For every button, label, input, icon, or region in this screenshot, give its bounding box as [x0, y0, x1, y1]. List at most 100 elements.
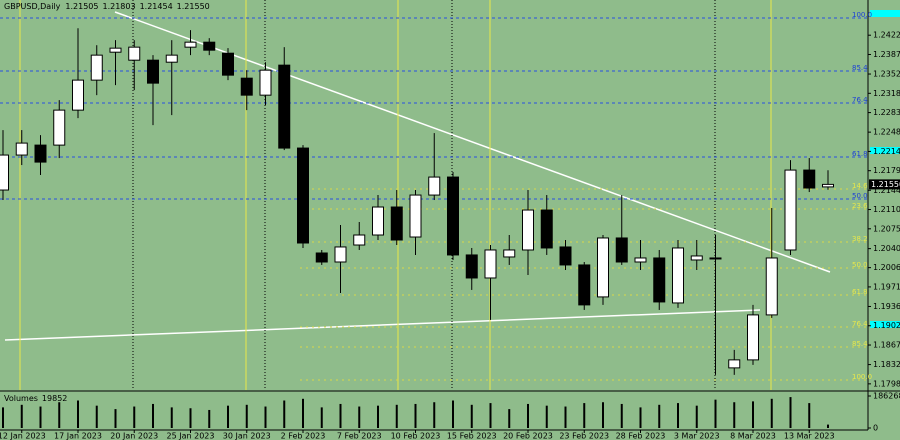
candle-body: [540, 209, 553, 249]
y-tick-label: 1.2318: [873, 89, 900, 98]
candle-body: [390, 206, 403, 241]
y-tick-label: 1.19020: [873, 321, 900, 330]
fib-label: 76.4: [852, 96, 868, 104]
x-tick-label: 2 Feb 2023: [281, 432, 326, 440]
candle-body: [822, 183, 834, 188]
level-highlight: [870, 10, 900, 17]
candle-body: [109, 47, 122, 53]
y-tick-label: 1.2040: [873, 244, 900, 253]
fib-label: 50.0: [852, 261, 868, 269]
candle-body: [803, 169, 816, 189]
candle-body: [90, 54, 103, 81]
symbol: GBPUSD,Daily: [4, 2, 61, 11]
volume-tick-label: 186268: [873, 392, 900, 401]
candle-body: [409, 194, 422, 238]
fib-label: 14.6: [852, 182, 868, 190]
x-tick-label: 20 Feb 2023: [503, 432, 553, 440]
volume-value: 19852: [42, 394, 67, 403]
candle-body: [165, 54, 178, 63]
y-tick-label: 1.18675: [873, 341, 900, 350]
candle-body: [747, 314, 759, 361]
y-tick-label: 1.19715: [873, 282, 900, 291]
candle-body: [615, 237, 628, 263]
x-tick-label: 15 Feb 2023: [447, 432, 497, 440]
candle-body: [522, 209, 534, 251]
candle-body: [334, 246, 347, 263]
trend-line: [114, 11, 831, 273]
volume-name: Volumes: [4, 394, 38, 403]
open-label: 1.21505: [65, 2, 98, 11]
candle-body: [34, 144, 47, 163]
fib-label: 23.6: [852, 202, 868, 210]
last-price-box: [869, 179, 900, 190]
candle-body: [559, 246, 572, 266]
y-tick-label: 1.18325: [873, 360, 900, 369]
fib-label: 61.8: [852, 150, 868, 158]
candle-body: [465, 254, 478, 279]
candle-body: [72, 79, 84, 111]
y-tick-label: 1.22485: [873, 128, 900, 137]
fib-label: 50.0: [852, 192, 868, 200]
y-tick-label: 1.21445: [873, 186, 900, 195]
x-tick-label: 8 Mar 2023: [730, 432, 776, 440]
level-highlight: [870, 321, 900, 328]
candle-body: [259, 69, 272, 96]
y-tick-label: 1.17980: [873, 379, 900, 388]
y-tick-label: 1.2214: [873, 147, 900, 156]
candle-body: [597, 237, 609, 298]
chart-title: GBPUSD,Daily 1.21505 1.21803 1.21454 1.21550: [4, 2, 210, 11]
volume-tick-label: 0: [873, 424, 878, 433]
y-tick-label: 1.2110: [873, 205, 900, 214]
x-tick-label: 10 Feb 2023: [391, 432, 441, 440]
y-tick-label: 1.21795: [873, 166, 900, 175]
fib-label: 38.2: [852, 235, 868, 243]
candle-body: [447, 176, 459, 256]
close-label: 1.21550: [177, 2, 210, 11]
fib-label: 76.4: [852, 320, 868, 328]
level-highlight: [870, 147, 900, 154]
high-label: 1.21803: [102, 2, 135, 11]
candle-body: [484, 249, 497, 279]
candle-body: [765, 257, 778, 316]
candle-body: [15, 142, 28, 156]
candle-body: [578, 264, 591, 306]
candle-body: [372, 206, 384, 236]
candle-body: [503, 249, 516, 258]
candle-body: [653, 257, 666, 303]
candle-body: [53, 109, 66, 146]
candle-body: [728, 359, 741, 369]
x-tick-label: 25 Jan 2023: [167, 432, 215, 440]
candle-body: [428, 176, 441, 196]
fib-label: 85.4: [852, 64, 868, 72]
y-tick-label: 1.22835: [873, 108, 900, 117]
candle-body: [690, 255, 703, 261]
candle-body: [0, 154, 9, 191]
candle-body: [128, 46, 141, 61]
y-tick-label: 1.19365: [873, 302, 900, 311]
x-tick-label: 13 Mar 2023: [784, 432, 835, 440]
candle-body: [222, 52, 234, 76]
y-tick-label: 1.2422: [873, 31, 900, 40]
candle-body: [297, 147, 309, 244]
candles: [0, 28, 834, 375]
y-tick-label: 1.23525: [873, 70, 900, 79]
candle-body: [784, 169, 797, 251]
candle-body: [353, 234, 366, 246]
fib-label: 100.0: [852, 11, 872, 19]
y-tick-label: 1.20755: [873, 224, 900, 233]
x-tick-label: 30 Jan 2023: [223, 432, 271, 440]
x-tick-label: 17 Jan 2023: [54, 432, 102, 440]
candle-body: [184, 41, 197, 48]
x-tick-label: 3 Mar 2023: [674, 432, 720, 440]
candle-body: [147, 59, 159, 84]
x-tick-label: 20 Jan 2023: [110, 432, 158, 440]
candle-body: [709, 257, 722, 260]
fib-label: 61.8: [852, 288, 868, 296]
x-tick-label: 23 Feb 2023: [559, 432, 609, 440]
last-price-label: 1.21550: [871, 180, 900, 189]
candle-body: [203, 41, 216, 51]
candle-body: [278, 64, 291, 149]
x-tick-label: 12 Jan 2023: [0, 432, 46, 440]
x-tick-label: 28 Feb 2023: [616, 432, 666, 440]
